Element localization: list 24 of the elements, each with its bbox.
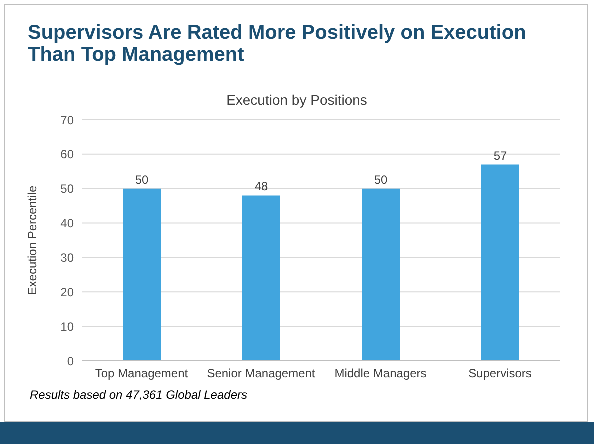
y-tick-label: 60 <box>60 148 74 162</box>
chart-title: Supervisors Are Rated More Positively on Execution Than Top Management <box>28 22 528 66</box>
y-tick-label: 0 <box>67 354 74 368</box>
y-axis-title: Execution Percentile <box>25 185 40 296</box>
y-tick-label: 50 <box>60 182 74 196</box>
bar <box>482 164 520 361</box>
x-tick-label: Middle Managers <box>334 366 427 381</box>
x-tick-label: Top Management <box>95 366 189 381</box>
bar <box>242 196 280 361</box>
bar <box>362 188 400 361</box>
data-label: 48 <box>254 180 268 194</box>
data-label: 57 <box>494 148 508 163</box>
data-label: 50 <box>374 172 388 187</box>
y-tick-label: 70 <box>60 113 74 128</box>
bar <box>123 188 161 361</box>
y-tick-label: 30 <box>60 250 74 265</box>
y-tick-label: 10 <box>60 320 74 334</box>
x-tick-label: Senior Management <box>207 366 316 381</box>
x-tick-label: Supervisors <box>468 366 532 381</box>
y-tick-label: 20 <box>60 285 74 300</box>
text: Results based on 47,361 Global Leaders <box>30 388 248 402</box>
chart-subtitle: Execution by Positions <box>226 92 368 108</box>
y-tick-label: 40 <box>60 216 74 231</box>
data-label: 50 <box>135 172 149 187</box>
